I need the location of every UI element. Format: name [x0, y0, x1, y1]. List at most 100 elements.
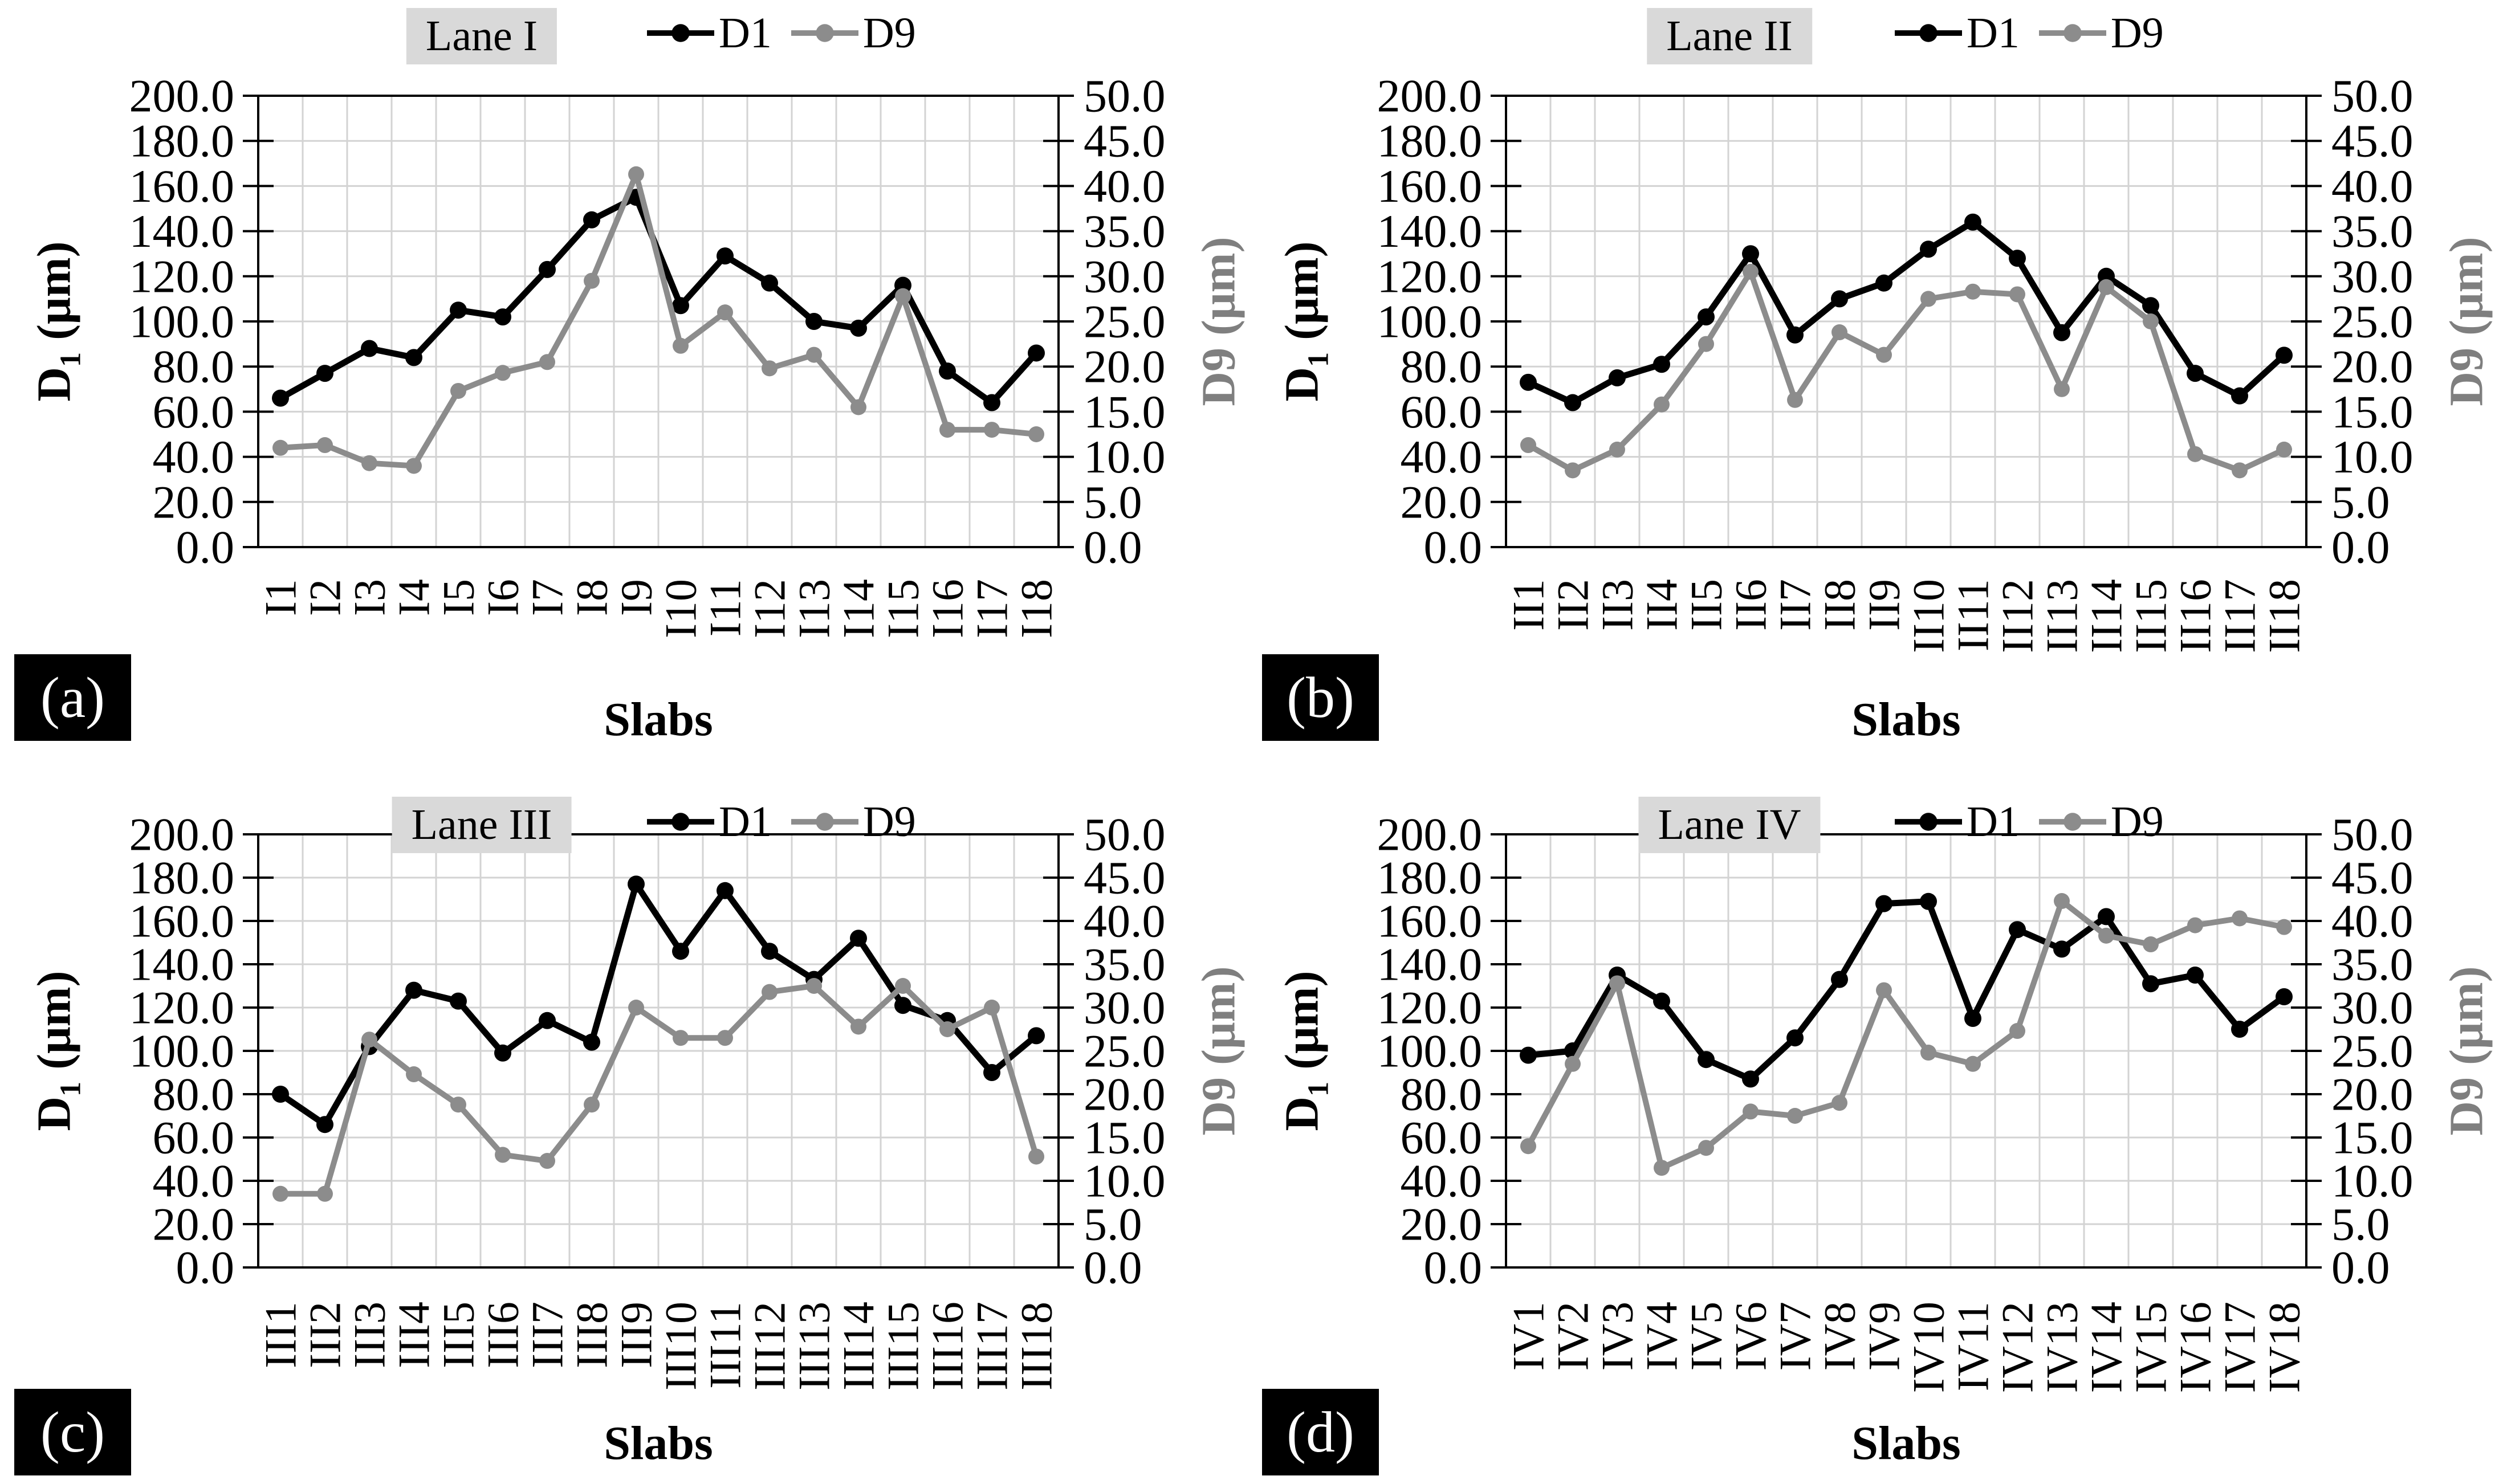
x-tick-label: IV5: [1682, 1302, 1731, 1371]
line-marker-icon: [1895, 813, 1962, 831]
data-point-d9: [361, 455, 377, 471]
data-point-d9: [806, 978, 822, 994]
legend-label-d1: D1: [719, 9, 772, 57]
series-d9: [1520, 893, 2292, 1176]
data-point-d9: [2054, 381, 2070, 397]
right-axis-title: D9 (μm): [1192, 966, 1246, 1136]
x-tick-label: IV9: [1859, 1302, 1909, 1371]
chart-lane-iii: 0.020.040.060.080.0100.0120.0140.0160.01…: [129, 809, 1166, 1391]
y-axis-right-labels: 0.05.010.015.020.025.030.035.040.045.050…: [1084, 70, 1166, 573]
data-point-d9: [762, 984, 778, 1000]
legend-label-d1: D1: [1967, 797, 2020, 846]
data-point-d1: [2276, 988, 2293, 1005]
data-point-d1: [2187, 365, 2204, 382]
panel-lane-iv: 0.0 20.0 40.0 60.0 80.0 100.0 120.0 140.0 160.0 1…: [1248, 742, 2495, 1484]
data-point-d9: [762, 360, 778, 377]
left-axis-title: D1 (μm): [27, 241, 87, 402]
panel-title: Lane III: [392, 797, 572, 854]
y-tick-label-left: 100.0: [129, 1025, 235, 1077]
x-axis-labels: III1III2III3III4III5III6III7III8III9III1…: [256, 1302, 1061, 1391]
data-point-d9: [1787, 1108, 1803, 1124]
data-point-d9: [317, 1185, 333, 1202]
legend-label-d9: D9: [862, 9, 916, 57]
y-tick-label-left: 80.0: [1401, 341, 1483, 393]
data-point-d9: [1920, 1045, 1936, 1061]
data-point-d9: [1609, 975, 1625, 992]
x-tick-label: I4: [389, 579, 439, 616]
y-tick-label-left: 100.0: [129, 296, 235, 348]
axis-ticks: [243, 95, 1074, 548]
data-point-d1: [1028, 344, 1045, 362]
y-tick-label-left: 180.0: [1377, 115, 1483, 167]
x-tick-label: II13: [2037, 579, 2087, 653]
y-tick-label-right: 0.0: [1084, 1242, 1142, 1294]
x-tick-label: II6: [1726, 579, 1776, 631]
y-tick-label-right: 25.0: [2331, 1025, 2413, 1077]
y-tick-label-right: 30.0: [1084, 982, 1166, 1034]
data-point-d9: [272, 1185, 288, 1202]
y-tick-label-left: 60.0: [1401, 386, 1483, 438]
right-axis-title: D9 (μm): [2440, 237, 2493, 406]
data-point-d1: [761, 274, 778, 292]
y-tick-label-left: 200.0: [1377, 809, 1483, 861]
data-point-d1: [1653, 356, 1670, 373]
line-marker-icon: [2038, 813, 2106, 831]
data-point-d1: [316, 365, 333, 382]
y-tick-label-right: 40.0: [2331, 895, 2413, 947]
data-point-d9: [406, 1066, 422, 1083]
x-tick-label: III7: [523, 1302, 572, 1368]
y-tick-label-right: 50.0: [1084, 70, 1166, 122]
y-tick-label-right: 40.0: [1084, 895, 1166, 947]
series-d9: [272, 978, 1044, 1202]
y-tick-label-left: 160.0: [1377, 160, 1483, 212]
data-point-d9: [939, 422, 955, 438]
x-tick-label: I18: [1012, 579, 1061, 638]
data-point-d1: [1742, 1070, 1759, 1088]
y-tick-label-right: 45.0: [2331, 115, 2413, 167]
data-point-d9: [2054, 893, 2070, 910]
x-tick-label: IV14: [2082, 1302, 2131, 1393]
data-point-d9: [539, 1153, 555, 1169]
data-point-d1: [1520, 373, 1537, 391]
data-point-d1: [2142, 975, 2159, 993]
data-point-d9: [2232, 910, 2248, 927]
x-tick-label: II4: [1637, 579, 1687, 631]
x-tick-label: I7: [523, 579, 572, 616]
data-point-d9: [850, 1018, 866, 1035]
y-tick-label-left: 80.0: [153, 341, 235, 393]
data-point-d9: [673, 1030, 689, 1046]
x-tick-label: III18: [1012, 1302, 1061, 1391]
x-axis-title: Slabs: [1851, 693, 1961, 746]
data-point-d9: [495, 365, 511, 381]
x-tick-label: III15: [878, 1302, 928, 1391]
y-tick-label-left: 200.0: [1377, 70, 1483, 122]
x-tick-label: I5: [434, 579, 483, 616]
data-point-d1: [272, 389, 289, 407]
y-tick-label-right: 50.0: [1084, 809, 1166, 861]
y-tick-label-left: 140.0: [1377, 939, 1483, 990]
data-point-d9: [895, 288, 911, 304]
data-point-d9: [2232, 462, 2248, 479]
x-tick-label: III4: [389, 1302, 439, 1368]
y-tick-label-left: 0.0: [176, 521, 235, 573]
x-tick-label: IV4: [1637, 1302, 1687, 1371]
data-point-d9: [2009, 1023, 2025, 1039]
panel-lane-i: 0.0 20.0 40.0 60.0 80.0 100.0 120.0 140.0 160.0 1…: [0, 0, 1247, 746]
y-tick-label-right: 10.0: [2331, 431, 2413, 483]
y-tick-label-right: 45.0: [2331, 852, 2413, 904]
y-tick-label-right: 40.0: [1084, 160, 1166, 212]
data-point-d1: [2009, 250, 2026, 267]
y-tick-label-right: 15.0: [1084, 1112, 1166, 1164]
data-point-d1: [2187, 967, 2204, 984]
y-tick-label-left: 80.0: [153, 1069, 235, 1120]
data-point-d1: [983, 1064, 1000, 1081]
legend-label-d1: D1: [1967, 9, 2020, 57]
data-point-d9: [1876, 346, 1892, 363]
data-point-d9: [1565, 1055, 1581, 1072]
y-tick-label-right: 10.0: [1084, 1155, 1166, 1207]
x-axis-labels: IV1IV2IV3IV4IV5IV6IV7IV8IV9IV10IV11IV12I…: [1504, 1302, 2309, 1393]
data-point-d1: [672, 297, 689, 315]
y-axis-right-labels: 0.05.010.015.020.025.030.035.040.045.050…: [2331, 70, 2413, 573]
data-point-d1: [1028, 1027, 1045, 1045]
x-axis-labels: I1I2I3I4I5I6I7I8I9I10I11I12I13I14I15I16I…: [256, 579, 1061, 638]
